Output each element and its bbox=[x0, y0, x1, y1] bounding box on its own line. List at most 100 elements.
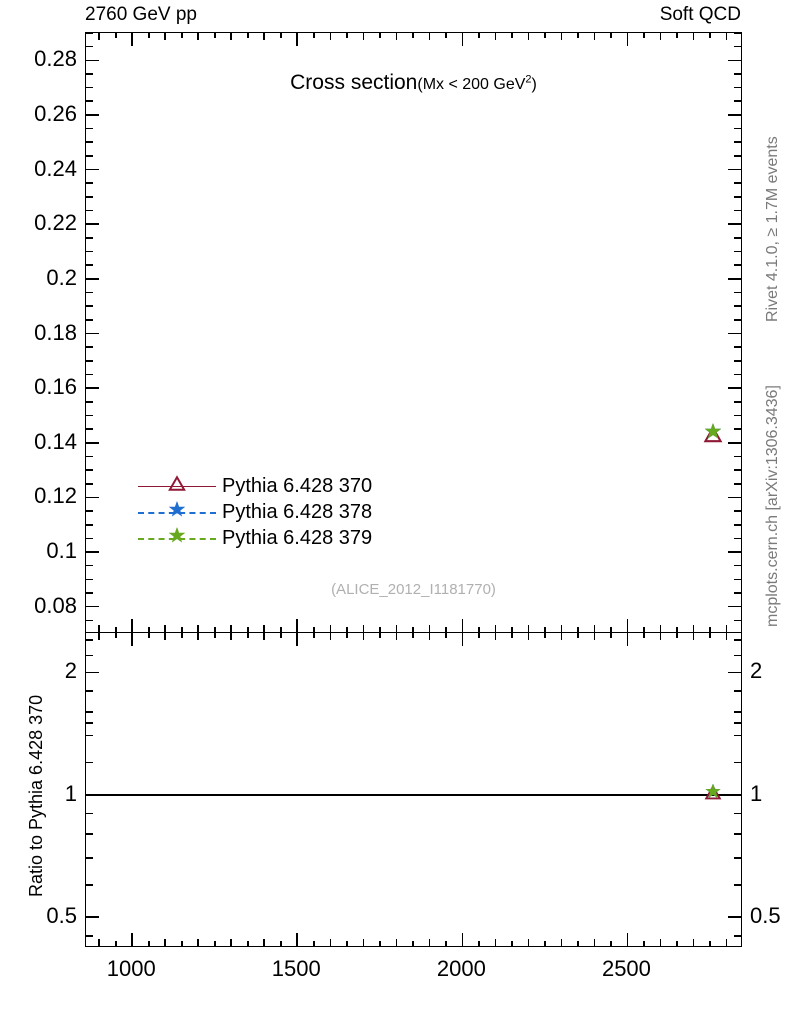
ratio-y-tick-minor-right bbox=[734, 812, 741, 815]
y-tick-minor-right bbox=[734, 510, 741, 512]
header-analysis-label: Soft QCD bbox=[659, 4, 741, 25]
y-tick-minor bbox=[86, 264, 93, 266]
y-tick-minor-right bbox=[734, 523, 741, 526]
triangle-marker-icon bbox=[168, 475, 186, 498]
ratio-x-tick-major-top bbox=[626, 633, 629, 646]
y-tick-major-right bbox=[728, 496, 741, 499]
y-tick-major bbox=[86, 551, 99, 553]
x-tick-minor-top bbox=[610, 33, 612, 38]
x-tick-minor-bottom bbox=[494, 625, 497, 632]
y-tick-minor bbox=[86, 455, 93, 458]
ratio-x-tick-minor-bottom bbox=[164, 939, 167, 946]
ratio-x-tick-minor-bottom bbox=[643, 941, 645, 946]
legend-item-1[interactable]: Pythia 6.428 378 bbox=[138, 499, 468, 525]
y-tick-major bbox=[86, 223, 99, 226]
y-tick-minor-right bbox=[734, 127, 741, 130]
y-tick-minor bbox=[86, 537, 93, 540]
ratio-x-tick-minor-bottom bbox=[428, 939, 431, 946]
y-tick-minor bbox=[86, 346, 93, 348]
x-tick-minor-top bbox=[313, 33, 315, 38]
x-axis-tick-label: 2000 bbox=[436, 956, 486, 981]
ratio-x-tick-minor-bottom bbox=[346, 941, 348, 946]
x-tick-minor-bottom bbox=[263, 625, 266, 632]
y-tick-minor-right bbox=[734, 428, 741, 430]
legend-item-2[interactable]: Pythia 6.428 379 bbox=[138, 525, 468, 551]
x-tick-minor-bottom bbox=[395, 625, 398, 632]
main-plot-area: Cross section(Mx < 200 GeV2) (ALICE_2012… bbox=[86, 33, 741, 632]
x-tick-minor-top bbox=[114, 33, 117, 38]
legend-item-0[interactable]: Pythia 6.428 370 bbox=[138, 473, 468, 499]
y-tick-minor-right bbox=[734, 250, 741, 253]
star-marker-icon bbox=[168, 526, 186, 549]
ratio-y-tick-major-right bbox=[728, 671, 741, 674]
y-tick-minor bbox=[86, 182, 93, 185]
x-tick-minor-bottom bbox=[246, 627, 249, 632]
x-tick-minor-bottom bbox=[313, 627, 315, 632]
y-axis-tick-label: 0.18 bbox=[34, 319, 77, 345]
ratio-x-tick-minor-top bbox=[725, 633, 728, 640]
ratio-x-tick-minor-top bbox=[560, 633, 563, 640]
ratio-x-tick-minor-top bbox=[544, 633, 546, 638]
x-tick-minor-top bbox=[560, 33, 563, 40]
y-tick-minor bbox=[86, 578, 93, 581]
ratio-x-tick-minor-top bbox=[180, 633, 183, 638]
ratio-x-tick-minor-bottom bbox=[180, 941, 183, 946]
y-tick-minor-right bbox=[734, 196, 741, 198]
ratio-x-tick-minor-bottom bbox=[147, 941, 150, 946]
ratio-x-tick-minor-top bbox=[346, 633, 348, 638]
x-tick-minor-bottom bbox=[593, 625, 596, 632]
x-tick-minor-top bbox=[709, 33, 711, 38]
title-paren-post: ) bbox=[531, 76, 537, 93]
ratio-y-tick-label-right: 2 bbox=[750, 658, 763, 684]
y-tick-minor-right bbox=[734, 305, 741, 307]
x-tick-major-bottom bbox=[461, 619, 464, 632]
ratio-y-tick-minor bbox=[86, 711, 93, 713]
y-tick-minor bbox=[86, 73, 93, 75]
y-axis-tick-label: 0.26 bbox=[34, 100, 77, 126]
x-tick-minor-top bbox=[428, 33, 431, 40]
x-tick-minor-bottom bbox=[692, 625, 695, 632]
x-tick-minor-top bbox=[230, 33, 233, 40]
ratio-y-tick-minor bbox=[86, 722, 93, 724]
mcplots-source-caption: mcplots.cern.ch [arXiv:1306.3436] bbox=[764, 385, 781, 627]
y-tick-minor bbox=[86, 33, 93, 34]
ratio-x-tick-minor-top bbox=[709, 633, 711, 638]
y-tick-minor-right bbox=[734, 414, 741, 417]
data-point-marker bbox=[705, 422, 722, 445]
x-tick-minor-top bbox=[692, 33, 695, 40]
y-tick-minor bbox=[86, 86, 93, 89]
y-tick-major bbox=[86, 168, 99, 171]
y-tick-minor bbox=[86, 305, 93, 307]
y-tick-major-right bbox=[728, 114, 741, 116]
ratio-x-tick-minor-top bbox=[313, 633, 315, 638]
y-tick-minor bbox=[86, 373, 93, 376]
ratio-reference-line bbox=[86, 793, 741, 796]
ratio-x-tick-minor-top bbox=[478, 633, 480, 638]
x-tick-minor-bottom bbox=[478, 627, 480, 632]
ratio-y-tick-major bbox=[86, 916, 99, 918]
ratio-x-tick-minor-bottom bbox=[279, 941, 282, 946]
ratio-x-tick-minor-bottom bbox=[511, 941, 513, 946]
y-tick-minor-right bbox=[734, 346, 741, 348]
y-tick-minor bbox=[86, 291, 93, 294]
legend-label-0: Pythia 6.428 370 bbox=[222, 474, 373, 497]
y-tick-minor-right bbox=[734, 319, 741, 321]
x-tick-minor-bottom bbox=[527, 625, 530, 632]
x-tick-minor-top bbox=[445, 33, 447, 38]
ratio-y-tick-minor-right bbox=[734, 639, 741, 641]
ratio-y-tick-minor bbox=[86, 884, 93, 886]
y-tick-minor bbox=[86, 564, 93, 567]
title-superscript: 2 bbox=[525, 73, 532, 86]
ratio-x-tick-minor-bottom bbox=[230, 939, 233, 946]
x-tick-minor-bottom bbox=[445, 627, 447, 632]
ratio-x-tick-minor-top bbox=[114, 633, 117, 638]
ratio-y-tick-minor bbox=[86, 833, 93, 835]
x-tick-minor-top bbox=[197, 33, 200, 40]
y-tick-minor-right bbox=[734, 45, 741, 48]
legend-label-2: Pythia 6.428 379 bbox=[222, 526, 373, 549]
y-tick-minor bbox=[86, 619, 93, 622]
x-tick-minor-top bbox=[246, 33, 249, 38]
legend-line-1 bbox=[138, 512, 216, 514]
ratio-plot-panel bbox=[85, 632, 742, 947]
